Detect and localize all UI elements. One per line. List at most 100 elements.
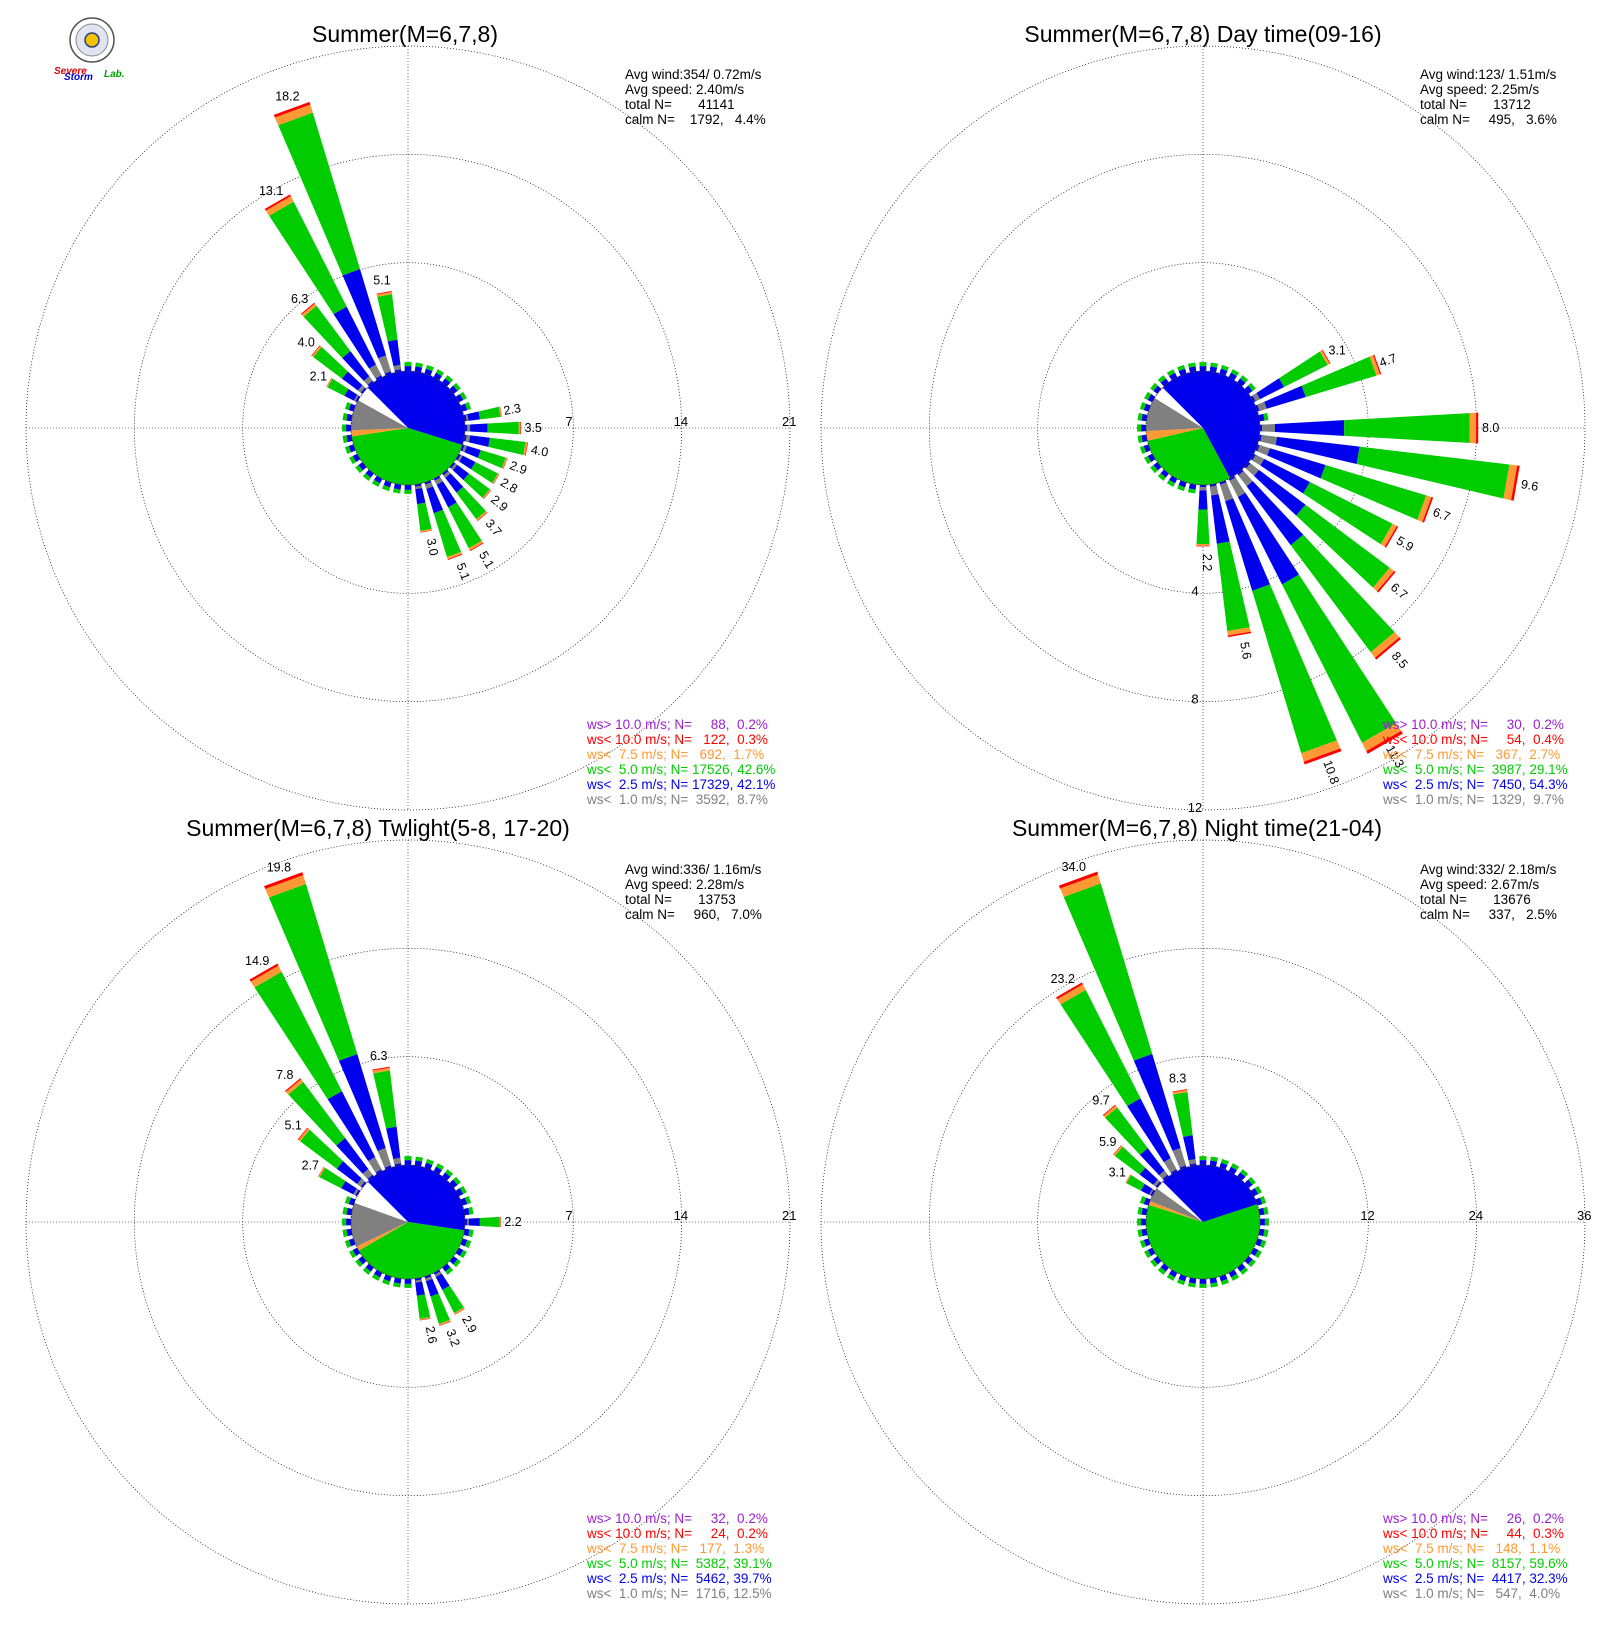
petal-segment bbox=[499, 406, 502, 417]
legend-entry-ws_gt_10: ws> 10.0 m/s; N= 26, 0.2% bbox=[1382, 1511, 1564, 1526]
minor-petal-tip bbox=[342, 435, 348, 444]
minor-petal bbox=[414, 366, 423, 373]
petal-value-label: 3.5 bbox=[524, 421, 541, 435]
petal-segment bbox=[1188, 1158, 1197, 1165]
minor-petal-tip bbox=[468, 1206, 474, 1215]
petal-value-label: 4.0 bbox=[297, 336, 314, 350]
petal-segment bbox=[470, 423, 488, 433]
minor-petal bbox=[1250, 1247, 1259, 1256]
minor-petal-tip bbox=[1139, 1239, 1147, 1249]
petal-segment bbox=[318, 1167, 326, 1178]
minor-petal bbox=[1237, 1172, 1246, 1181]
minor-petal bbox=[1169, 475, 1178, 484]
legend-entry-ws_lt_75: ws< 7.5 m/s; N= 692, 1.7% bbox=[586, 747, 764, 762]
minor-petal bbox=[1250, 1188, 1259, 1197]
petal-segment bbox=[298, 1128, 310, 1142]
ring-label: 4 bbox=[1191, 583, 1198, 598]
minor-petal bbox=[358, 462, 367, 471]
minor-petal bbox=[460, 1197, 468, 1206]
petal-segment bbox=[1063, 883, 1153, 1061]
petal-segment bbox=[1267, 448, 1326, 479]
petal-value-label: 4.7 bbox=[1377, 351, 1398, 370]
minor-petal bbox=[1147, 453, 1156, 462]
petal-value-label: 3.1 bbox=[1329, 344, 1346, 358]
minor-petal-tip bbox=[1263, 1229, 1269, 1238]
ring-label: 12 bbox=[1188, 800, 1202, 815]
petal-segment bbox=[415, 1281, 425, 1296]
petal-value-label: 5.6 bbox=[1237, 641, 1254, 661]
minor-petal bbox=[404, 1278, 412, 1284]
stat-line: Avg speed: 2.25m/s bbox=[1420, 82, 1539, 97]
petal-segment bbox=[479, 1216, 500, 1228]
minor-petal-tip bbox=[1259, 1195, 1267, 1205]
panel-title: Summer(M=6,7,8) Night time(21-04) bbox=[1012, 815, 1382, 841]
minor-petal bbox=[1209, 366, 1218, 373]
minor-petal bbox=[1255, 1197, 1263, 1206]
minor-petal-tip bbox=[453, 1259, 461, 1268]
pie-slice-ws_lt_25 bbox=[1162, 1165, 1258, 1222]
star-icon bbox=[84, 32, 100, 48]
petal-segment bbox=[357, 385, 365, 393]
minor-petal-tip bbox=[1144, 391, 1152, 401]
petal-segment bbox=[264, 194, 291, 211]
petal-segment bbox=[326, 378, 333, 388]
ring-1 bbox=[242, 1056, 574, 1388]
petal-segment bbox=[376, 291, 392, 295]
minor-petal bbox=[346, 1207, 353, 1216]
minor-petal bbox=[1160, 469, 1169, 478]
minor-petal-tip bbox=[349, 455, 357, 465]
petal-segment bbox=[265, 196, 294, 216]
minor-petal bbox=[449, 385, 458, 394]
minor-petal bbox=[1244, 385, 1253, 394]
minor-petal-tip bbox=[464, 1239, 472, 1249]
petal-segment bbox=[341, 371, 363, 391]
pie-outline bbox=[1145, 1164, 1261, 1280]
minor-petal bbox=[352, 1247, 361, 1256]
pie-slice-ws_lt_75 bbox=[351, 428, 408, 437]
minor-petal-tip bbox=[342, 1229, 348, 1238]
legend-entry-ws_lt_75: ws< 7.5 m/s; N= 367, 2.7% bbox=[1382, 747, 1560, 762]
petal-segment bbox=[501, 457, 508, 469]
petal-segment bbox=[344, 388, 357, 401]
petal-segment bbox=[426, 486, 444, 514]
petal-value-label: 3.0 bbox=[424, 537, 441, 557]
petal-segment bbox=[372, 1067, 390, 1074]
minor-petal bbox=[433, 1166, 442, 1175]
minor-petal-tip bbox=[1240, 1267, 1249, 1275]
minor-petal-tip bbox=[392, 1282, 401, 1288]
minor-petal bbox=[1143, 403, 1151, 412]
petal-segment bbox=[1060, 874, 1101, 897]
petal-segment bbox=[1148, 1188, 1154, 1196]
petal-segment bbox=[1125, 1174, 1131, 1183]
petal-value-label: 2.6 bbox=[423, 1325, 440, 1345]
minor-petal-tip bbox=[1139, 1195, 1147, 1205]
minor-petal-tip bbox=[1137, 1229, 1143, 1238]
ring-2 bbox=[133, 153, 683, 703]
petal-segment bbox=[319, 1167, 346, 1189]
petal-segment bbox=[483, 489, 492, 500]
petal-segment bbox=[452, 464, 469, 481]
minor-petal-tip bbox=[1254, 1249, 1262, 1259]
petal-segment bbox=[1319, 350, 1330, 366]
minor-petal-tip bbox=[1176, 364, 1186, 372]
petal-segment bbox=[467, 411, 481, 421]
petal-segment bbox=[503, 457, 508, 469]
petal-segment bbox=[456, 486, 487, 520]
wind-rose-panel-1: 7 14 2118.213.15.16.34.02.12.33.54.02.92.8… bbox=[25, 21, 796, 811]
petal-segment bbox=[414, 1279, 423, 1283]
minor-petal-tip bbox=[1264, 1218, 1269, 1226]
minor-petal bbox=[404, 366, 412, 372]
petal-segment bbox=[1172, 1089, 1188, 1093]
minor-petal-tip bbox=[381, 484, 391, 492]
stat-line: total N= 13676 bbox=[1420, 892, 1531, 907]
petal-segment bbox=[1196, 509, 1210, 545]
stat-line: total N= 13753 bbox=[625, 892, 736, 907]
petal-segment bbox=[1503, 464, 1518, 501]
minor-petal-tip bbox=[344, 1195, 352, 1205]
minor-petal bbox=[1244, 1256, 1253, 1265]
minor-petal-tip bbox=[1199, 1156, 1207, 1161]
minor-petal bbox=[1141, 434, 1148, 443]
petal-value-label: 7.8 bbox=[276, 1068, 293, 1082]
petal-segment bbox=[1133, 1053, 1181, 1151]
petal-value-label: 10.8 bbox=[1320, 758, 1341, 786]
